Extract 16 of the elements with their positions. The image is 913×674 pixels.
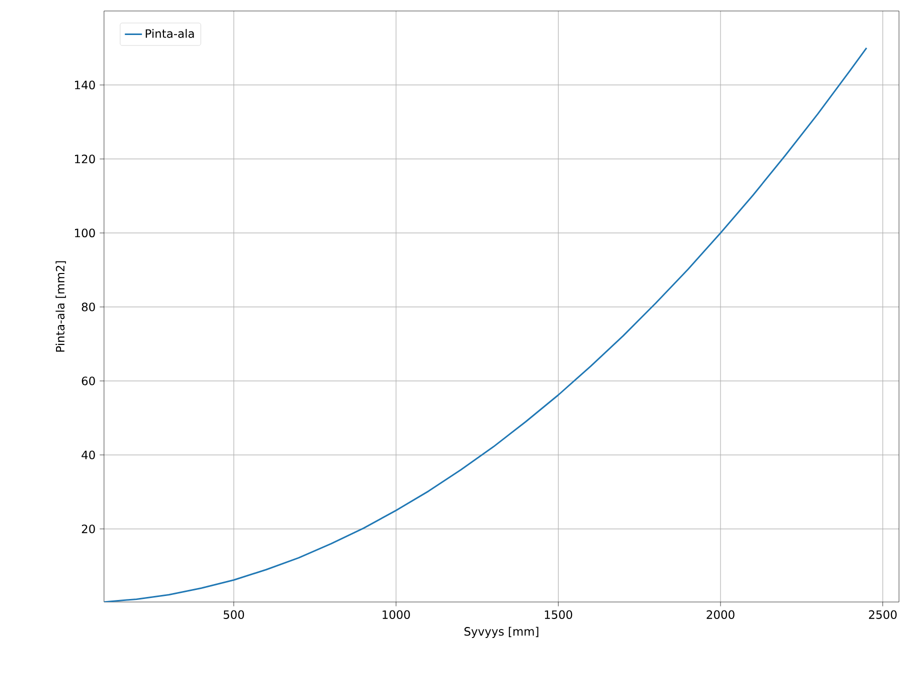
x-tick-label: 2500 xyxy=(868,610,897,619)
legend-label: Pinta-ala xyxy=(146,29,194,38)
y-tick-label: 140 xyxy=(75,80,95,90)
y-tick-label: 40 xyxy=(82,450,95,460)
x-tick-label: 500 xyxy=(224,610,244,619)
y-tick-label: 100 xyxy=(75,228,95,238)
x-tick-label: 1500 xyxy=(544,610,572,619)
y-tick-label: 60 xyxy=(82,376,95,386)
y-tick-label: 20 xyxy=(82,524,95,534)
y-axis-title: Pinta-ala [mm2] xyxy=(56,261,66,352)
x-tick-label: 2000 xyxy=(706,610,734,619)
x-tick-label: 1000 xyxy=(382,610,410,619)
line-series xyxy=(104,47,868,602)
x-axis-title: Syvyys [mm] xyxy=(464,626,538,638)
y-tick-label: 120 xyxy=(75,154,95,164)
y-tick-label: 80 xyxy=(82,302,95,312)
